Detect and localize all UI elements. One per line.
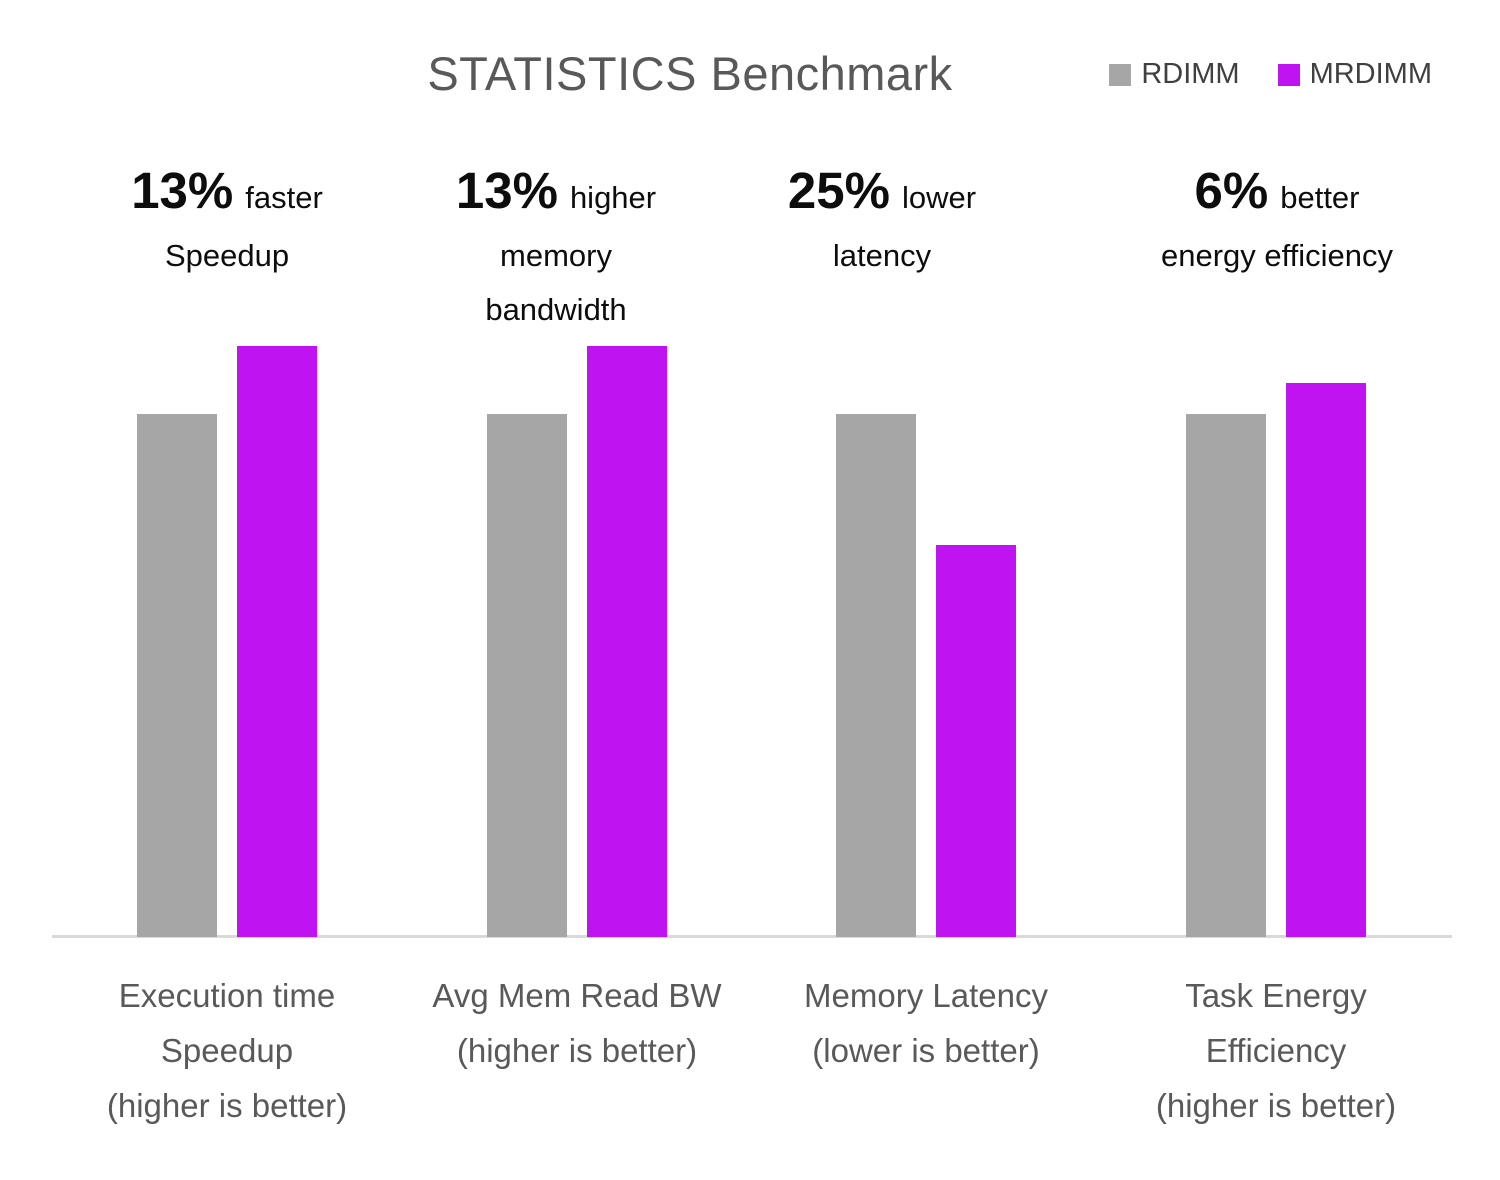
category-label-line: Memory Latency xyxy=(804,977,1048,1014)
annotation-group-3: 6% better energy efficiency xyxy=(1087,160,1467,283)
bar-mrdimm-group-0 xyxy=(237,346,317,937)
category-label-group-1: Avg Mem Read BW (higher is better) xyxy=(377,968,777,1078)
bar-mrdimm-group-2 xyxy=(936,545,1016,937)
category-label-line: (higher is better) xyxy=(106,1087,348,1124)
chart-title: STATISTICS Benchmark xyxy=(427,47,953,100)
category-label-line: (higher is better) xyxy=(1155,1087,1397,1124)
category-label-group-3: Task Energy Efficiency (higher is better) xyxy=(1076,968,1476,1133)
x-axis-line xyxy=(52,935,1452,938)
bar-mrdimm-group-3 xyxy=(1286,383,1366,937)
category-label-line: Efficiency xyxy=(1205,1032,1347,1069)
category-label-line: Avg Mem Read BW xyxy=(432,977,722,1014)
annotation-group-0: 13% faster Speedup xyxy=(37,160,417,283)
category-label-line: Speedup xyxy=(160,1032,294,1069)
category-label-line: (higher is better) xyxy=(456,1032,698,1069)
category-label-line: (lower is better) xyxy=(812,1032,1040,1069)
bar-rdimm-group-0 xyxy=(137,414,217,937)
annotation-group-2: 25% lower latency xyxy=(692,160,1072,283)
legend-label-mrdimm: MRDIMM xyxy=(1309,58,1432,90)
category-label-group-0: Execution time Speedup (higher is better) xyxy=(27,968,427,1133)
mrdimm-swatch-icon xyxy=(1277,63,1300,86)
bar-rdimm-group-2 xyxy=(836,414,916,937)
annotation-line: energy efficiency xyxy=(1160,238,1394,273)
annotation-line: Speedup xyxy=(164,238,290,273)
annotation-tail: higher xyxy=(569,180,657,215)
annotation-tail: better xyxy=(1280,180,1360,215)
category-label-line: Execution time xyxy=(118,977,336,1014)
legend-label-rdimm: RDIMM xyxy=(1141,58,1240,90)
annotation-percent: 13% xyxy=(131,162,234,219)
annotation-percent: 6% xyxy=(1194,162,1269,219)
annotation-tail: lower xyxy=(901,180,977,215)
annotation-group-1: 13% higher memory bandwidth xyxy=(366,160,746,337)
legend: RDIMM MRDIMM xyxy=(1109,58,1432,91)
category-label-line: Task Energy xyxy=(1185,977,1367,1014)
legend-item-rdimm: RDIMM xyxy=(1109,58,1240,91)
annotation-percent: 13% xyxy=(455,162,558,219)
bar-rdimm-group-3 xyxy=(1186,414,1266,937)
annotation-percent: 25% xyxy=(787,162,890,219)
category-label-group-2: Memory Latency (lower is better) xyxy=(726,968,1126,1078)
annotation-line: bandwidth xyxy=(485,292,627,327)
bar-mrdimm-group-1 xyxy=(587,346,667,937)
annotation-line: latency xyxy=(832,238,932,273)
annotation-tail: faster xyxy=(245,180,323,215)
legend-item-mrdimm: MRDIMM xyxy=(1277,58,1432,91)
bar-rdimm-group-1 xyxy=(487,414,567,937)
rdimm-swatch-icon xyxy=(1109,63,1132,86)
annotation-line: memory xyxy=(500,238,612,273)
